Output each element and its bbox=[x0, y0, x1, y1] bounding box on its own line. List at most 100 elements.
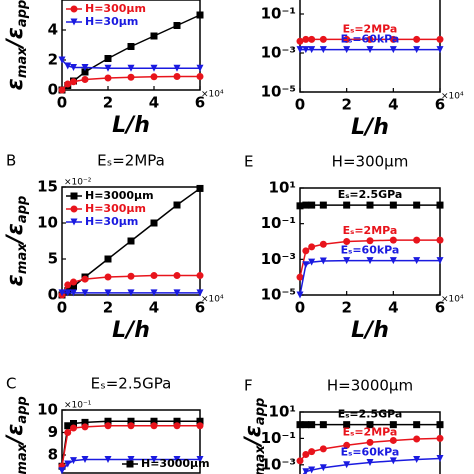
y-tick-label: 0 bbox=[48, 286, 58, 304]
marker bbox=[302, 468, 310, 474]
marker bbox=[319, 445, 327, 453]
marker bbox=[308, 201, 316, 209]
y-tick-label: 10⁻¹ bbox=[261, 214, 296, 232]
marker bbox=[366, 237, 374, 245]
marker bbox=[70, 78, 77, 86]
marker bbox=[150, 417, 158, 425]
marker bbox=[150, 32, 158, 40]
marker bbox=[319, 46, 327, 54]
marker bbox=[319, 257, 327, 265]
marker bbox=[150, 422, 158, 430]
marker bbox=[70, 205, 78, 213]
marker bbox=[413, 456, 421, 464]
marker bbox=[296, 421, 304, 429]
marker bbox=[436, 46, 444, 54]
marker bbox=[366, 201, 374, 209]
y-tick-label: 10⁻³ bbox=[261, 44, 296, 62]
x-multiplier: ×10⁴ bbox=[441, 295, 464, 305]
marker bbox=[436, 257, 444, 265]
marker bbox=[81, 76, 89, 83]
marker bbox=[70, 289, 77, 297]
y-axis-label-part: max bbox=[15, 443, 30, 474]
panel-label: C bbox=[6, 375, 16, 393]
marker bbox=[302, 421, 310, 429]
y-tick-label: 15 bbox=[37, 178, 58, 196]
marker bbox=[104, 64, 112, 72]
y-tick-label: 8 bbox=[48, 446, 58, 464]
panel: 8 9 10 ×10⁻¹ Eₛ=2.5GPa Cεmax/εapp H=3000μm bbox=[3, 375, 210, 474]
marker bbox=[70, 278, 77, 286]
panel-label: B bbox=[6, 152, 16, 170]
marker bbox=[413, 201, 421, 209]
y-axis-label-part: app bbox=[15, 196, 30, 223]
y-axis-label-part: /ε bbox=[3, 27, 28, 50]
marker bbox=[389, 421, 397, 429]
marker bbox=[308, 448, 316, 456]
series-label: Eₛ=2.5GPa bbox=[338, 408, 403, 421]
legend-label: H=3000μm bbox=[85, 189, 154, 202]
marker bbox=[319, 464, 327, 472]
y-axis-label-part: max bbox=[15, 47, 30, 78]
y-axis-label-part: /ε bbox=[3, 223, 28, 246]
x-axis-label: L/h bbox=[112, 113, 150, 138]
marker bbox=[196, 422, 204, 430]
panel-title: Eₛ=2.5GPa bbox=[91, 375, 172, 393]
marker bbox=[81, 68, 89, 76]
series-label: Eₛ=2MPa bbox=[343, 224, 398, 237]
y-tick-label: 10⁻⁵ bbox=[261, 286, 296, 304]
marker bbox=[58, 467, 66, 474]
marker bbox=[64, 62, 72, 70]
x-tick-label: 6 bbox=[195, 299, 205, 317]
marker bbox=[196, 289, 204, 297]
y-tick-label: 2 bbox=[48, 51, 58, 69]
marker bbox=[70, 282, 77, 290]
x-axis-label: L/h bbox=[351, 318, 389, 343]
y-tick-label: 10⁻¹ bbox=[261, 5, 296, 23]
marker bbox=[343, 461, 351, 469]
marker bbox=[127, 456, 135, 463]
marker bbox=[389, 257, 397, 265]
x-tick-label: 2 bbox=[103, 299, 113, 317]
marker bbox=[127, 237, 135, 245]
y-tick-label: 10⁻¹ bbox=[261, 429, 296, 447]
marker bbox=[296, 46, 304, 54]
x-multiplier: ×10⁴ bbox=[201, 90, 224, 100]
y-axis-label-part: ε bbox=[3, 274, 28, 286]
y-axis-label-part: app bbox=[253, 398, 268, 425]
marker bbox=[196, 73, 204, 80]
series-label: Eₛ=2MPa bbox=[343, 22, 398, 35]
x-tick-label: 4 bbox=[388, 299, 398, 317]
marker bbox=[64, 429, 72, 436]
panel-label: F bbox=[244, 377, 253, 395]
y-axis-label-part: app bbox=[15, 0, 30, 27]
marker bbox=[308, 466, 316, 474]
marker bbox=[150, 272, 158, 280]
marker bbox=[150, 456, 158, 463]
x-multiplier: ×10⁴ bbox=[201, 295, 224, 305]
x-tick-label: 4 bbox=[149, 299, 159, 317]
marker bbox=[196, 456, 204, 463]
marker bbox=[366, 257, 374, 265]
x-tick-label: 6 bbox=[195, 94, 205, 112]
marker bbox=[389, 436, 397, 444]
marker bbox=[319, 421, 327, 429]
marker bbox=[64, 460, 72, 468]
marker bbox=[173, 417, 181, 425]
x-tick-label: 0 bbox=[295, 96, 305, 114]
y-axis-label: εmax/εapp bbox=[3, 396, 30, 474]
marker bbox=[366, 421, 374, 429]
y-axis-label-part: max bbox=[253, 445, 268, 474]
marker bbox=[173, 272, 181, 280]
marker bbox=[81, 456, 89, 463]
panel: 10⁻³ 10⁻¹ 10¹ H=3000μm Fεmax/εapp Eₛ=2.5GPa Eₛ… bbox=[241, 377, 444, 474]
y-tick-label: 10⁻³ bbox=[261, 250, 296, 268]
marker bbox=[81, 423, 89, 431]
panel-title: H=3000μm bbox=[327, 377, 413, 395]
marker bbox=[366, 46, 374, 54]
marker bbox=[58, 86, 66, 94]
marker bbox=[70, 5, 78, 13]
marker bbox=[436, 236, 444, 244]
marker bbox=[296, 273, 304, 281]
marker bbox=[173, 201, 181, 209]
